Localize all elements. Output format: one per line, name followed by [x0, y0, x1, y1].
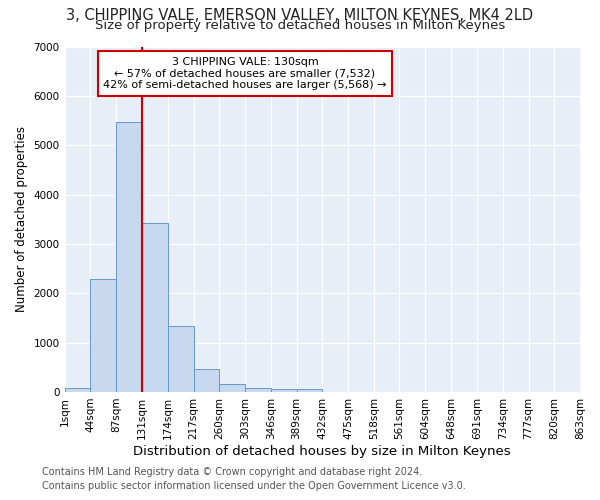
Bar — [90, 280, 116, 392]
Bar — [220, 384, 245, 392]
Bar — [142, 222, 168, 392]
Bar — [65, 388, 90, 392]
Bar — [245, 388, 271, 392]
Bar — [194, 369, 220, 392]
Text: Contains HM Land Registry data © Crown copyright and database right 2024.
Contai: Contains HM Land Registry data © Crown c… — [42, 467, 466, 491]
Y-axis label: Number of detached properties: Number of detached properties — [15, 126, 28, 312]
Bar — [116, 122, 142, 392]
Bar — [168, 326, 194, 392]
Text: 3, CHIPPING VALE, EMERSON VALLEY, MILTON KEYNES, MK4 2LD: 3, CHIPPING VALE, EMERSON VALLEY, MILTON… — [67, 8, 533, 22]
Bar — [296, 389, 322, 392]
X-axis label: Distribution of detached houses by size in Milton Keynes: Distribution of detached houses by size … — [133, 444, 511, 458]
Bar — [271, 389, 296, 392]
Text: Size of property relative to detached houses in Milton Keynes: Size of property relative to detached ho… — [95, 19, 505, 32]
Text: 3 CHIPPING VALE: 130sqm
← 57% of detached houses are smaller (7,532)
42% of semi: 3 CHIPPING VALE: 130sqm ← 57% of detache… — [103, 57, 387, 90]
